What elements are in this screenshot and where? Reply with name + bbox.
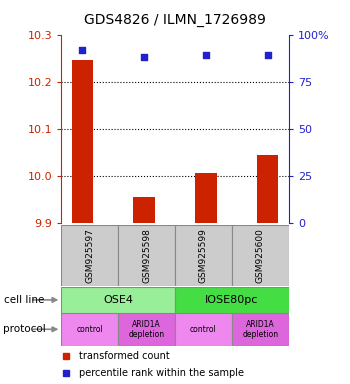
Text: protocol: protocol	[4, 324, 46, 334]
Bar	[118, 225, 175, 286]
Text: GSM925599: GSM925599	[199, 228, 208, 283]
Text: GSM925597: GSM925597	[85, 228, 94, 283]
Text: GSM925600: GSM925600	[256, 228, 265, 283]
Text: ARID1A
depletion: ARID1A depletion	[128, 319, 164, 339]
Text: transformed count: transformed count	[79, 351, 170, 361]
Bar	[175, 287, 289, 313]
Bar	[61, 225, 118, 286]
Text: ARID1A
depletion: ARID1A depletion	[242, 319, 278, 339]
Text: OSE4: OSE4	[103, 295, 133, 305]
Text: GSM925598: GSM925598	[142, 228, 151, 283]
Bar	[232, 225, 289, 286]
Bar	[61, 287, 175, 313]
Text: IOSE80pc: IOSE80pc	[205, 295, 259, 305]
Bar	[232, 313, 289, 346]
Bar	[175, 313, 232, 346]
Text: percentile rank within the sample: percentile rank within the sample	[79, 368, 244, 378]
Point	[79, 46, 85, 53]
Text: control: control	[190, 325, 217, 334]
Text: GDS4826 / ILMN_1726989: GDS4826 / ILMN_1726989	[84, 13, 266, 27]
Text: control: control	[76, 325, 103, 334]
Bar	[118, 313, 175, 346]
Bar	[61, 313, 118, 346]
Point	[141, 54, 147, 60]
Bar	[175, 225, 232, 286]
Bar	[195, 173, 217, 223]
Bar	[133, 197, 155, 223]
Point	[203, 52, 209, 58]
Text: cell line: cell line	[4, 295, 44, 305]
Point	[265, 52, 271, 58]
Bar	[72, 60, 93, 223]
Bar	[257, 154, 278, 223]
